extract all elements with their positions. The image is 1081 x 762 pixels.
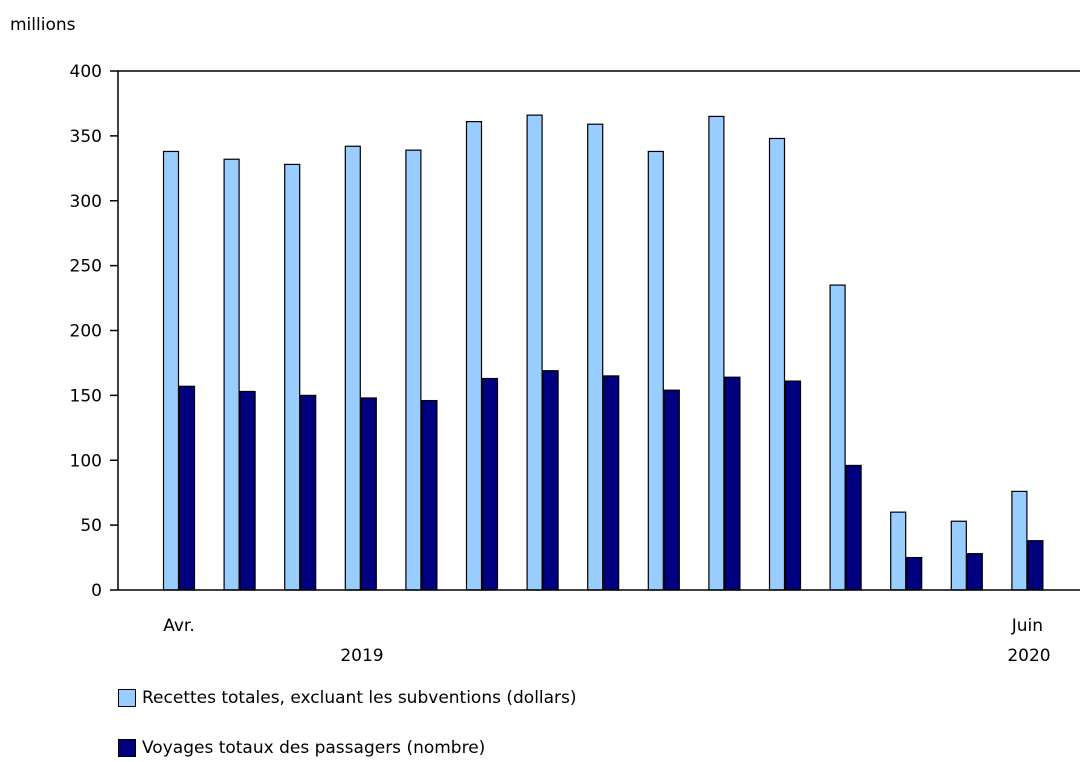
bar-trips <box>421 399 438 591</box>
bar-revenue <box>950 520 967 591</box>
bar-revenue <box>405 149 422 591</box>
bar-revenue <box>1011 490 1028 591</box>
legend-swatch-revenue <box>118 689 136 707</box>
legend-item-revenue: Recettes totales, excluant les subventio… <box>118 688 577 708</box>
legend-label-trips: Voyages totaux des passagers (nombre) <box>142 738 486 758</box>
x-tick-label: Juin <box>1011 616 1043 636</box>
bar-revenue <box>162 150 180 591</box>
y-tick-label: 50 <box>80 516 102 536</box>
bars <box>162 114 1044 591</box>
x-year-label: 2019 <box>340 646 383 666</box>
bar-trips <box>724 376 741 591</box>
bar-trips <box>542 370 559 591</box>
y-tick-label: 250 <box>70 257 102 277</box>
bar-revenue <box>284 163 301 591</box>
bar-trips <box>1027 540 1044 591</box>
y-tick-label: 150 <box>70 386 102 406</box>
y-tick-label: 0 <box>91 581 102 601</box>
bar-trips <box>966 553 983 591</box>
bar-trips <box>178 385 196 591</box>
bar-trips <box>239 390 256 591</box>
bar-trips <box>300 394 317 591</box>
legend-swatch-trips <box>118 739 136 757</box>
x-tick-label: Avr. <box>163 616 195 636</box>
bar-revenue <box>768 137 786 591</box>
y-tick-label: 300 <box>70 192 102 212</box>
bar-revenue <box>829 284 846 591</box>
legend-label-revenue: Recettes totales, excluant les subventio… <box>142 688 577 708</box>
legend-item-trips: Voyages totaux des passagers (nombre) <box>118 738 485 758</box>
bar-trips <box>603 375 620 591</box>
x-axis: Avr. Juin 2019 2020 <box>118 589 1080 666</box>
bar-revenue <box>647 150 664 591</box>
bar-trips <box>906 556 923 591</box>
y-tick-label: 200 <box>70 322 102 342</box>
y-axis-unit-label: millions <box>10 15 76 35</box>
bar-trips <box>360 397 377 591</box>
bar-trips <box>663 389 680 591</box>
y-tick-label: 350 <box>70 127 102 147</box>
y-axis: 0 50 100 150 200 250 300 350 400 <box>70 62 1080 601</box>
bar-revenue <box>223 158 240 591</box>
bar-revenue <box>465 121 483 591</box>
bar-trips <box>481 377 499 591</box>
y-tick-label: 400 <box>70 62 102 82</box>
bar-revenue <box>890 511 907 591</box>
bar-revenue <box>587 123 604 591</box>
bar-revenue <box>344 145 361 591</box>
bar-trips <box>784 380 802 591</box>
bar-revenue <box>526 114 543 591</box>
bar-trips <box>845 464 862 591</box>
x-year-label: 2020 <box>1007 646 1050 666</box>
y-tick-label: 100 <box>70 451 102 471</box>
bar-revenue <box>708 115 725 591</box>
